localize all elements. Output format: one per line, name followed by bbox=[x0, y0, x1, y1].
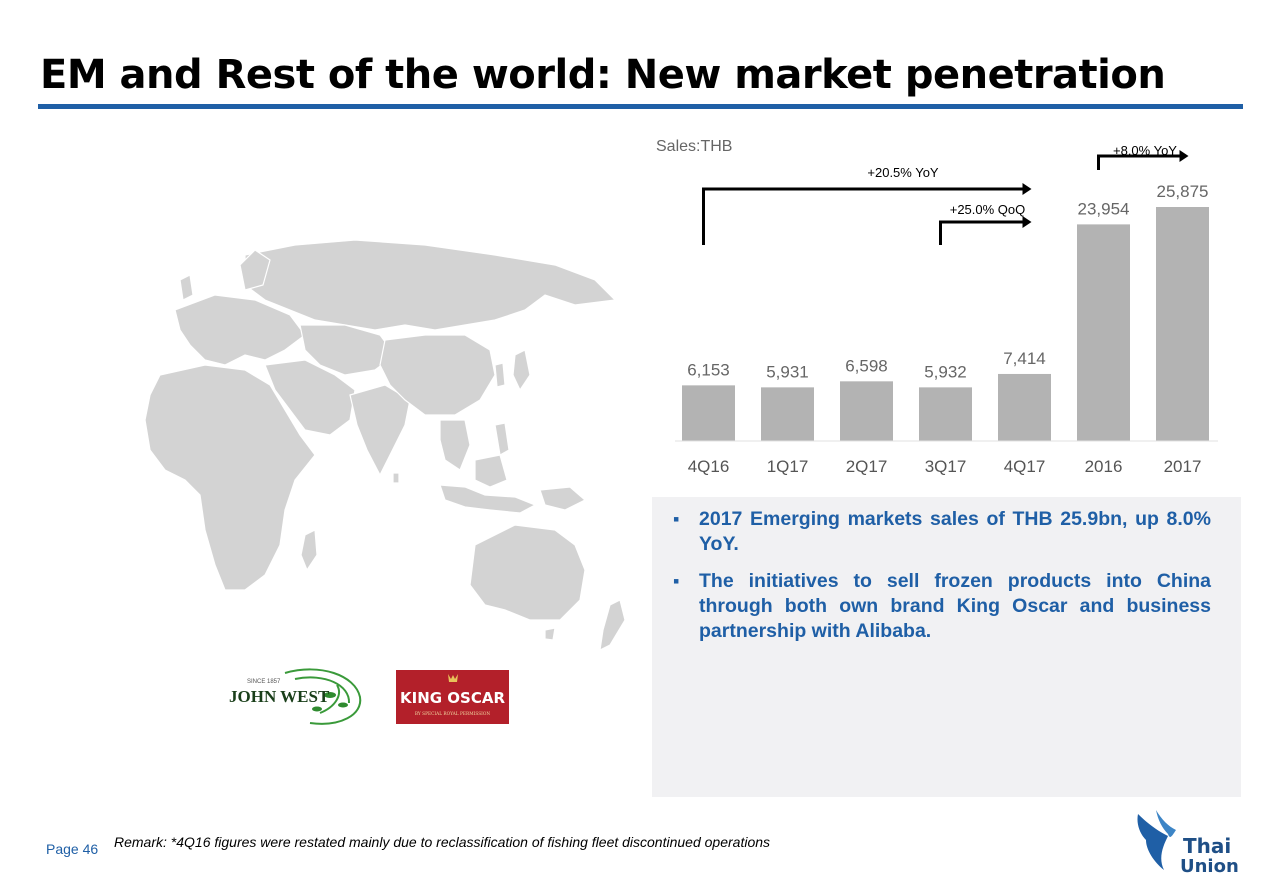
john-west-tagline: SINCE 1857 bbox=[247, 679, 281, 685]
bar-4q17 bbox=[998, 373, 1051, 441]
annotation-arrow-1 bbox=[702, 187, 1023, 245]
map-southeast-asia bbox=[439, 419, 471, 471]
crown-icon: KING OSCAR BY SPECIAL ROYAL PERMISSION bbox=[400, 674, 505, 717]
bar-3q17 bbox=[919, 387, 972, 441]
map-russia bbox=[244, 239, 617, 331]
map-madagascar bbox=[300, 529, 318, 572]
annotation-arrow-2 bbox=[939, 220, 1023, 245]
category-label-2017: 2017 bbox=[1164, 457, 1202, 476]
highlights-panel: 2017 Emerging markets sales of THB 25.9b… bbox=[652, 497, 1241, 797]
map-africa bbox=[144, 364, 316, 591]
john-west-name: JOHN WEST bbox=[229, 687, 330, 706]
bar-2016 bbox=[1077, 224, 1130, 441]
page-title: EM and Rest of the world: New market pen… bbox=[40, 52, 1166, 98]
map-japan bbox=[512, 349, 531, 392]
map-korea bbox=[494, 362, 506, 388]
category-label-1q17: 1Q17 bbox=[767, 457, 809, 476]
map-png bbox=[539, 486, 587, 511]
category-label-3q17: 3Q17 bbox=[925, 457, 967, 476]
world-map bbox=[144, 239, 626, 652]
annotation-label-2: +25.0% QoQ bbox=[950, 202, 1026, 217]
category-label-2016: 2016 bbox=[1085, 457, 1123, 476]
thai-union-line2: Union bbox=[1180, 856, 1239, 876]
map-china bbox=[379, 334, 496, 416]
bullet-emerging-markets: 2017 Emerging markets sales of THB 25.9b… bbox=[673, 507, 1211, 557]
annotation-arrowhead-3 bbox=[1179, 150, 1189, 162]
title-divider bbox=[38, 104, 1243, 109]
value-label-4q17: 7,414 bbox=[1003, 349, 1046, 368]
map-indonesia bbox=[439, 484, 537, 514]
bullet-china-initiatives: The initiatives to sell frozen products … bbox=[673, 569, 1211, 644]
map-philippines bbox=[494, 422, 510, 456]
map-tasmania bbox=[544, 627, 556, 641]
map-new-zealand bbox=[599, 599, 626, 652]
map-uk bbox=[179, 274, 194, 301]
king-oscar-subtitle: BY SPECIAL ROYAL PERMISSION bbox=[415, 712, 491, 717]
footer-remark: Remark: *4Q16 figures were restated main… bbox=[114, 834, 771, 850]
category-label-4q16: 4Q16 bbox=[688, 457, 730, 476]
bar-1q17 bbox=[761, 387, 814, 441]
value-label-4q16: 6,153 bbox=[687, 360, 730, 379]
map-central-asia bbox=[299, 324, 396, 376]
annotation-arrow-3 bbox=[1097, 154, 1180, 170]
king-oscar-name: KING OSCAR bbox=[400, 689, 505, 707]
category-label-4q17: 4Q17 bbox=[1004, 457, 1046, 476]
sales-bar-chart: Sales:THB 6,153 4Q16 5,931 1Q17 6,598 2Q17 5,9… bbox=[656, 138, 1218, 476]
page-number: Page 46 bbox=[46, 841, 99, 857]
map-borneo bbox=[474, 454, 508, 488]
value-label-2017: 25,875 bbox=[1157, 182, 1209, 201]
map-sri-lanka bbox=[392, 472, 400, 484]
map-europe bbox=[174, 294, 306, 366]
annotation-arrowhead-1 bbox=[1022, 183, 1032, 195]
annotation-label-1: +20.5% YoY bbox=[867, 165, 939, 180]
bar-2q17 bbox=[840, 381, 893, 441]
bar-2017 bbox=[1156, 207, 1209, 441]
annotation-label-3: +8.0% YoY bbox=[1113, 143, 1177, 158]
map-south-asia bbox=[349, 384, 411, 477]
value-label-1q17: 5,931 bbox=[766, 362, 809, 381]
map-middle-east bbox=[264, 359, 356, 436]
king-oscar-logo: KING OSCAR BY SPECIAL ROYAL PERMISSION bbox=[396, 670, 509, 724]
john-west-logo: SINCE 1857 JOHN WEST bbox=[229, 668, 362, 725]
annotation-arrowhead-2 bbox=[1022, 216, 1032, 228]
thai-union-line1: Thai bbox=[1183, 834, 1231, 858]
thai-union-logo: Thai Union bbox=[1137, 810, 1239, 876]
chart-unit-label: Sales:THB bbox=[656, 138, 732, 155]
value-label-2q17: 6,598 bbox=[845, 356, 888, 375]
category-label-2q17: 2Q17 bbox=[846, 457, 888, 476]
bar-4q16 bbox=[682, 385, 735, 441]
map-scandinavia bbox=[239, 249, 271, 291]
value-label-3q17: 5,932 bbox=[924, 362, 967, 381]
value-label-2016: 23,954 bbox=[1078, 199, 1130, 218]
map-australia bbox=[469, 524, 586, 621]
